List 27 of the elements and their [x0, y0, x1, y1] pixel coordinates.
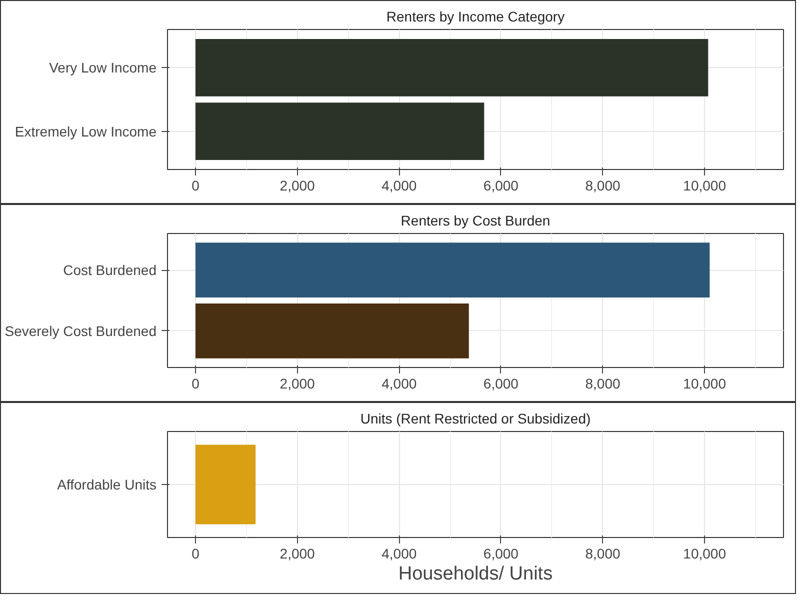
x-tick-label: 8,000 — [585, 376, 621, 392]
x-tick-label: 6,000 — [483, 376, 519, 392]
y-tick-label: Cost Burdened — [63, 262, 157, 278]
x-tick-label: 6,000 — [483, 546, 519, 562]
x-tick-label: 2,000 — [280, 376, 316, 392]
x-tick-label: 6,000 — [483, 178, 519, 194]
x-tick-label: 4,000 — [382, 178, 417, 194]
y-tick-label: Affordable Units — [57, 476, 157, 492]
chart-title: Renters by Cost Burden — [400, 212, 550, 228]
x-tick-label: 0 — [192, 546, 200, 562]
x-tick-label: 8,000 — [585, 546, 621, 562]
x-tick-label: 10,000 — [683, 178, 726, 194]
x-tick-label: 4,000 — [382, 376, 417, 392]
chart-title: Units (Rent Restricted or Subsidized) — [360, 410, 591, 426]
chart-title: Renters by Income Category — [386, 8, 565, 24]
y-tick-label: Severely Cost Burdened — [4, 322, 157, 339]
x-tick-label: 2,000 — [280, 546, 316, 562]
y-tick-label: Very Low Income — [49, 60, 157, 76]
x-tick-label: 8,000 — [585, 178, 621, 194]
x-tick-label: 10,000 — [683, 546, 726, 562]
x-tick-label: 0 — [192, 178, 200, 194]
x-axis-title: Households/ Units — [398, 564, 553, 584]
x-tick-label: 10,000 — [683, 376, 726, 392]
x-tick-label: 0 — [192, 376, 200, 392]
x-tick-label: 4,000 — [382, 546, 417, 562]
x-tick-label: 2,000 — [280, 178, 316, 194]
y-tick-label: Extremely Low Income — [14, 123, 157, 140]
